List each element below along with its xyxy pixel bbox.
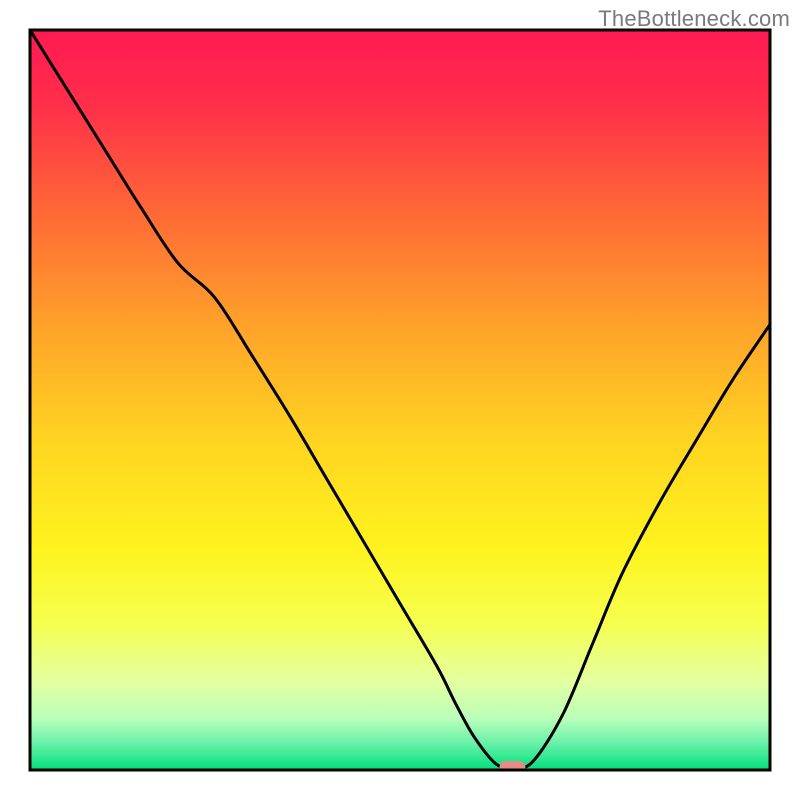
valley-marker (500, 761, 526, 774)
chart-stage: TheBottleneck.com (0, 0, 800, 800)
plot-background (30, 30, 770, 770)
watermark-text: TheBottleneck.com (598, 6, 790, 32)
bottleneck-chart (0, 0, 800, 800)
